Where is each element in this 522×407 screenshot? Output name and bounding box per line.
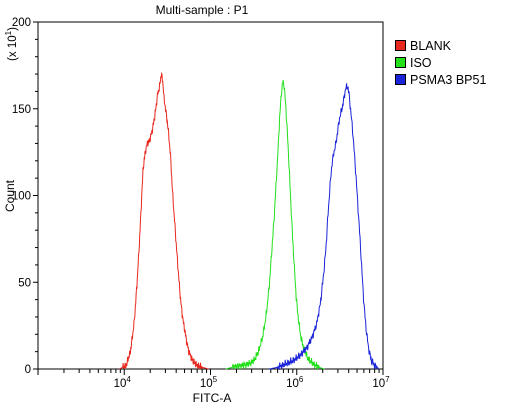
y-axis-label-group: (x 101) Count [3,27,19,212]
y-axis-title: Count [3,179,17,212]
legend-item: ISO [395,54,486,71]
legend-swatch [395,74,406,85]
legend-label: ISO [410,55,432,70]
y-tick-label: 200 [12,17,31,29]
legend-label: BLANK [410,38,451,53]
y-tick-label: 50 [18,277,31,289]
x-tick-label: 106 [286,375,304,390]
legend-swatch [395,57,406,68]
legend-item: BLANK [395,37,486,54]
legend-swatch [395,40,406,51]
y-axis-multiplier: (x 101) [4,27,19,61]
y-axis-multiplier-exp: 1 [4,30,13,35]
series-group [119,71,380,371]
series-line-iso [225,79,325,371]
legend-label: PSMA3 BP51 [410,72,487,87]
series-line-psma3-bp51 [269,83,380,371]
x-tick-label: 105 [200,375,218,390]
y-axis: 0 50 100 150 200 [12,17,38,376]
y-tick-label: 150 [12,104,31,116]
legend-item: PSMA3 BP51 [395,71,486,88]
y-tick-label: 0 [25,364,31,376]
y-tick-label: 100 [12,191,31,203]
series-line-blank [119,71,209,370]
x-tick-label: 107 [372,375,390,390]
x-axis-title: FITC-A [193,391,232,405]
legend: BLANK ISO PSMA3 BP51 [395,37,486,88]
plot-frame [37,21,384,370]
x-axis: 104 105 106 107 [37,369,390,390]
x-tick-label: 104 [114,375,132,390]
chart-title: Multi-sample : P1 [156,3,249,17]
